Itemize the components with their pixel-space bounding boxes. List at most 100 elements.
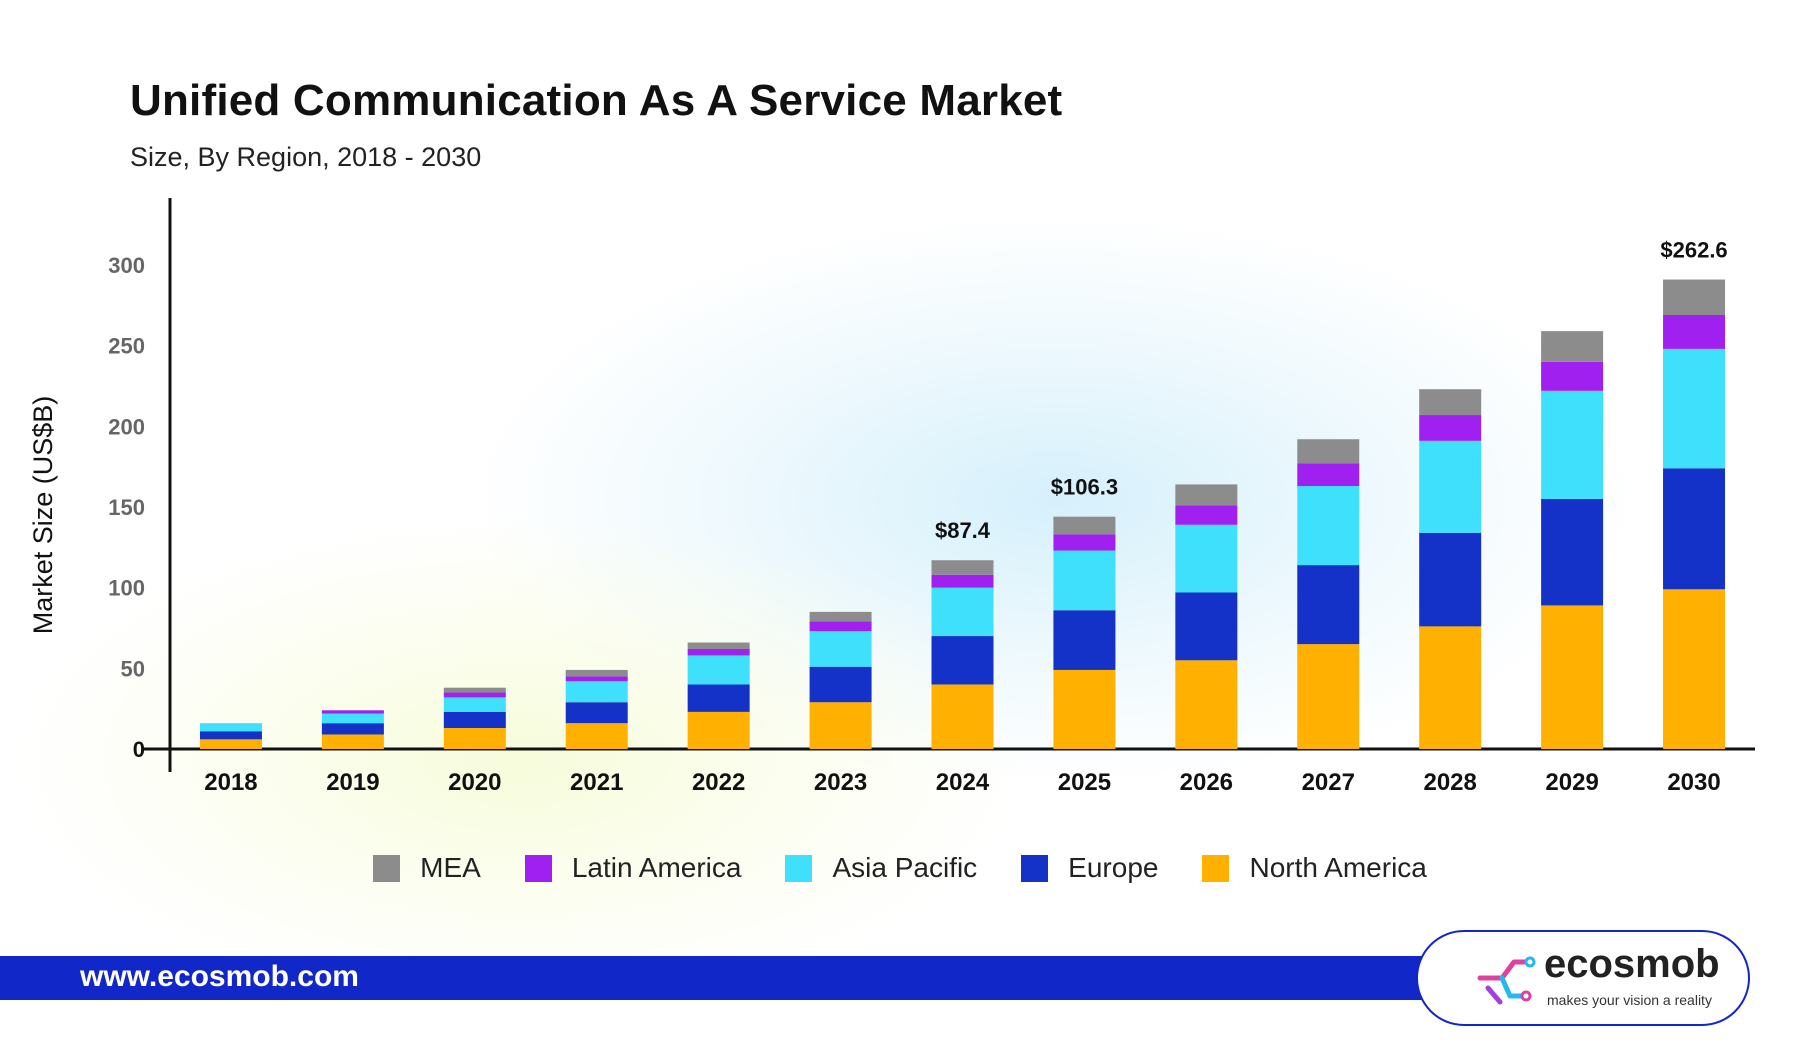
bar-segment-europe	[1541, 498, 1604, 606]
bar-segment-mea	[1053, 516, 1116, 535]
legend-label: North America	[1249, 852, 1427, 883]
legend-label: Latin America	[571, 852, 742, 883]
bar-segment-north-america	[809, 702, 872, 749]
background-glow-yellow	[20, 520, 1020, 1000]
x-tick-label: 2022	[692, 769, 745, 796]
bar-segment-latin-america	[443, 692, 506, 698]
data-label: $262.6	[1660, 238, 1727, 263]
bar-segment-mea	[1175, 484, 1238, 506]
data-label: $106.3	[1051, 475, 1118, 500]
y-axis-label: Market Size (US$B)	[28, 396, 58, 635]
legend-label: MEA	[420, 852, 481, 883]
bar-segment-europe	[1175, 592, 1238, 661]
bar-segment-mea	[443, 687, 506, 693]
bar-segment-north-america	[1175, 660, 1238, 749]
bar-segment-asia-pacific	[1297, 486, 1360, 566]
legend-item: Asia Pacific	[785, 852, 977, 884]
bar-segment-mea	[1663, 279, 1726, 316]
bar-segment-asia-pacific	[199, 723, 262, 732]
bar-segment-europe	[931, 636, 994, 685]
bar-segment-north-america	[443, 728, 506, 749]
bar-segment-mea	[1541, 331, 1604, 362]
bar-segment-north-america	[687, 711, 750, 749]
bar-segment-asia-pacific	[809, 631, 872, 667]
x-tick-label: 2023	[814, 769, 867, 796]
y-tick-label: 200	[108, 414, 145, 439]
bar-segment-europe	[443, 711, 506, 729]
x-tick-label: 2030	[1667, 769, 1720, 796]
logo-tagline: makes your vision a reality	[1547, 992, 1712, 1008]
bar-segment-latin-america	[687, 648, 750, 656]
y-tick-label: 250	[108, 334, 145, 359]
bar-segment-latin-america	[1541, 361, 1604, 391]
bar-segment-asia-pacific	[687, 655, 750, 685]
bar-segment-europe	[565, 702, 628, 724]
bar-segment-asia-pacific	[443, 697, 506, 712]
y-tick-label: 300	[108, 253, 145, 278]
bar-segment-mea	[565, 669, 628, 677]
x-tick-label: 2018	[204, 769, 257, 796]
legend-label: Asia Pacific	[832, 852, 978, 883]
bar-segment-latin-america	[1419, 415, 1482, 441]
bar-segment-latin-america	[1053, 534, 1116, 551]
bar-segment-europe	[1419, 532, 1482, 627]
legend-swatch	[524, 854, 552, 882]
bar-segment-north-america	[1297, 644, 1360, 749]
bar-segment-asia-pacific	[1541, 390, 1604, 499]
bar-segment-asia-pacific	[1175, 524, 1238, 593]
chart-legend: MEA Latin America Asia Pacific Europe North …	[0, 848, 1800, 888]
bar-segment-north-america	[1663, 589, 1726, 749]
x-tick-label: 2026	[1180, 769, 1233, 796]
bar-segment-asia-pacific	[1053, 550, 1116, 611]
bar-segment-asia-pacific	[565, 681, 628, 703]
y-tick-label: 50	[121, 656, 145, 681]
bar-segment-asia-pacific	[931, 587, 994, 637]
x-tick-label: 2028	[1423, 769, 1476, 796]
legend-label: Europe	[1068, 852, 1159, 883]
legend-swatch	[373, 854, 401, 882]
bar-segment-latin-america	[1663, 315, 1726, 349]
bar-segment-latin-america	[931, 574, 994, 588]
bar-segment-europe	[809, 666, 872, 703]
logo-name: ecosmob	[1544, 942, 1720, 986]
chart-subtitle: Size, By Region, 2018 - 2030	[130, 142, 482, 172]
bar-segment-north-america	[1419, 626, 1482, 749]
bar-segment-europe	[1297, 565, 1360, 645]
brand-logo: ecosmob makes your vision a reality	[1416, 930, 1750, 1026]
website-link[interactable]: www.ecosmob.com	[80, 960, 359, 993]
bar-segment-mea	[931, 560, 994, 575]
data-label: $87.4	[935, 518, 991, 543]
bar-segment-north-america	[199, 739, 262, 749]
x-tick-label: 2019	[326, 769, 379, 796]
bar-segment-north-america	[565, 723, 628, 749]
bar-segment-asia-pacific	[321, 713, 384, 724]
x-tick-label: 2021	[570, 769, 623, 796]
footer-bar: www.ecosmob.com	[0, 956, 1470, 1000]
bar-segment-europe	[1053, 610, 1116, 670]
bar-segment-north-america	[321, 734, 384, 749]
bar-segment-north-america	[1053, 669, 1116, 749]
bar-segment-north-america	[1541, 605, 1604, 749]
legend-swatch	[1021, 854, 1049, 882]
chart-title: Unified Communication As A Service Marke…	[130, 76, 1063, 125]
legend-item: MEA	[373, 852, 481, 884]
y-tick-label: 150	[108, 495, 145, 520]
bar-segment-mea	[687, 642, 750, 649]
legend-item: North America	[1202, 852, 1427, 884]
bar-segment-latin-america	[809, 621, 872, 632]
bar-segment-north-america	[931, 684, 994, 749]
y-tick-label: 100	[108, 576, 145, 601]
legend-swatch	[785, 854, 813, 882]
x-tick-label: 2027	[1302, 769, 1355, 796]
bar-segment-mea	[809, 611, 872, 622]
legend-item: Latin America	[524, 852, 742, 884]
bar-segment-latin-america	[1175, 505, 1238, 525]
bar-segment-europe	[1663, 468, 1726, 590]
bar-segment-latin-america	[1297, 463, 1360, 487]
bar-segment-asia-pacific	[1419, 440, 1482, 533]
legend-swatch	[1202, 854, 1230, 882]
x-tick-label: 2024	[936, 769, 990, 796]
stacked-bar-chart: 0 50 100 150 200 250 300 Market Size (US$B) 2018…	[28, 198, 1755, 796]
x-tick-label: 2025	[1058, 769, 1111, 796]
bar-segment-latin-america	[321, 710, 384, 714]
